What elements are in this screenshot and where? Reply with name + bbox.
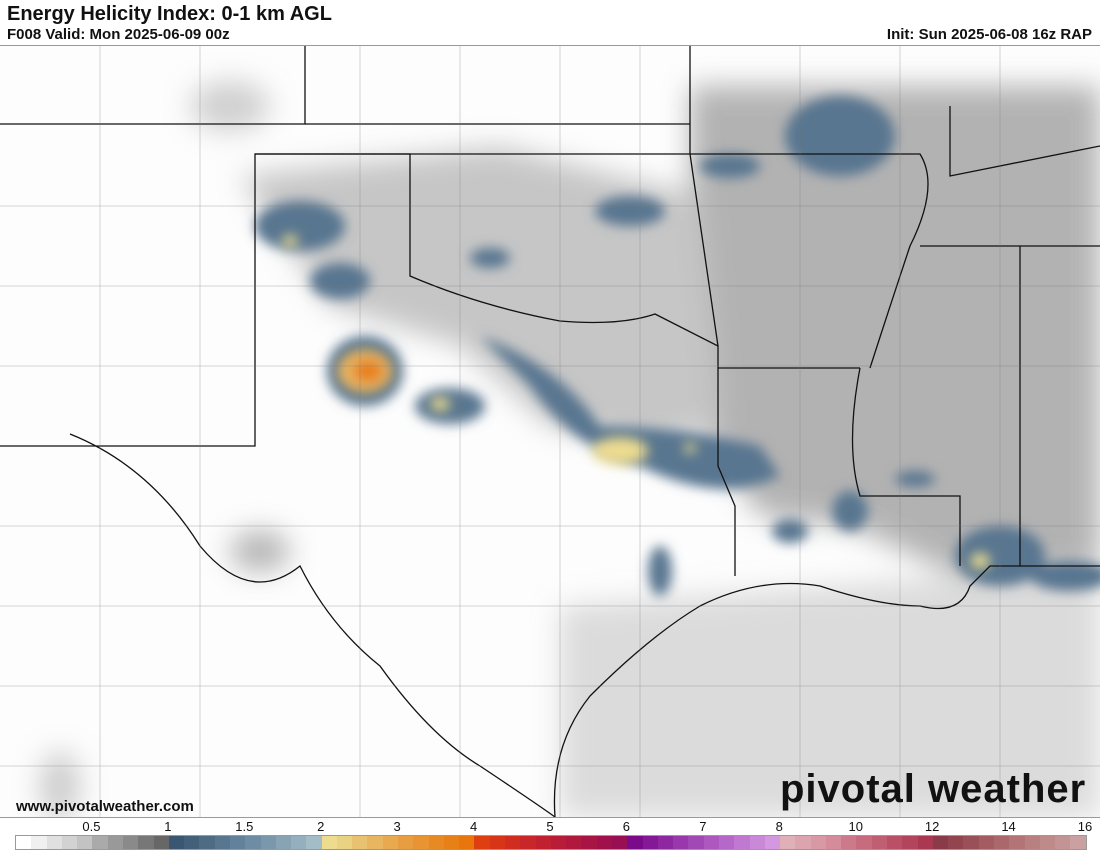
colorbar-cell <box>978 836 994 849</box>
colorbar-cell <box>122 836 139 849</box>
colorbar-cell <box>627 836 643 849</box>
colorbar-cell <box>428 836 444 849</box>
colorbar-cell <box>245 836 261 849</box>
colorbar-tick: 14 <box>1001 819 1016 834</box>
colorbar-cell <box>611 836 628 849</box>
colorbar-tick: 4 <box>469 819 478 834</box>
colorbar-cell <box>443 836 460 849</box>
colorbar-cell <box>642 836 658 849</box>
colorbar-cell <box>566 836 582 849</box>
init-time: Init: Sun 2025-06-08 16z RAP <box>886 26 1092 43</box>
colorbar-cell <box>734 836 750 849</box>
colorbar-cell <box>61 836 78 849</box>
colorbar-cell <box>1009 836 1025 849</box>
colorbar-cell <box>841 836 857 849</box>
colorbar-cell <box>749 836 765 849</box>
colorbar-cell <box>260 836 276 849</box>
colorbar-cell <box>31 836 47 849</box>
colorbar-cell <box>138 836 154 849</box>
colorbar-cell <box>336 836 353 849</box>
colorbar-cell <box>107 836 123 849</box>
brand-logo: pivotal weather <box>780 767 1087 811</box>
colorbar-tick: 8 <box>775 819 783 834</box>
colorbar-cell <box>92 836 108 849</box>
colorbar-cell <box>398 836 414 849</box>
colorbar-cell <box>1024 836 1040 849</box>
colorbar-cell <box>46 836 62 849</box>
county-lines <box>0 46 1100 817</box>
website-url: www.pivotalweather.com <box>16 798 194 815</box>
colorbar-tick: 1.5 <box>235 819 254 834</box>
colorbar-tick: 3 <box>393 819 401 834</box>
colorbar-cell <box>291 836 307 849</box>
colorbar-cell <box>764 836 781 849</box>
colorbar-cell <box>795 836 811 849</box>
colorbar-cell <box>214 836 230 849</box>
colorbar-cell <box>1055 836 1071 849</box>
colorbar-cell <box>887 836 903 849</box>
colorbar-cell <box>581 836 597 849</box>
colorbar-tick: 12 <box>924 819 940 834</box>
colorbar-tick: 6 <box>622 819 631 834</box>
colorbar-tick: 5 <box>546 819 554 834</box>
colorbar-cell <box>77 836 93 849</box>
colorbar-cell <box>16 836 32 849</box>
colorbar-cell <box>810 836 826 849</box>
colorbar-cell <box>275 836 292 849</box>
colorbar-tick: 16 <box>1077 819 1093 834</box>
colorbar-cell <box>703 836 719 849</box>
colorbar-cell <box>902 836 918 849</box>
colorbar-cell <box>917 836 933 849</box>
colorbar-cell <box>199 836 215 849</box>
valid-time: F008 Valid: Mon 2025-06-09 00z <box>7 26 230 43</box>
colorbar-tick: 7 <box>699 819 707 834</box>
colorbar-cell <box>459 836 475 849</box>
colorbar-cell <box>367 836 383 849</box>
colorbar-cell <box>321 836 337 849</box>
colorbar-tick: 2 <box>317 819 325 834</box>
colorbar-cell <box>994 836 1010 849</box>
colorbar-cell <box>871 836 888 849</box>
colorbar-cell <box>413 836 429 849</box>
colorbar-cell <box>825 836 842 849</box>
colorbar-cell <box>932 836 949 849</box>
weather-map[interactable] <box>0 45 1100 818</box>
colorbar-cell <box>352 836 368 849</box>
colorbar-cell <box>229 836 246 849</box>
colorbar-tick: 0.5 <box>82 819 101 834</box>
colorbar <box>15 835 1087 850</box>
colorbar-cell <box>1039 836 1056 849</box>
colorbar-cell <box>153 836 169 849</box>
colorbar-cell <box>856 836 872 849</box>
colorbar-cell <box>474 836 490 849</box>
colorbar-cell <box>948 836 964 849</box>
colorbar-cell <box>489 836 505 849</box>
colorbar-cell <box>382 836 399 849</box>
colorbar-cell <box>550 836 567 849</box>
colorbar-cell <box>688 836 704 849</box>
colorbar-cell <box>535 836 551 849</box>
colorbar-tick: 10 <box>848 819 863 834</box>
map-title: Energy Helicity Index: 0-1 km AGL <box>7 3 332 25</box>
blue-areas <box>255 96 1100 596</box>
colorbar-cell <box>718 836 735 849</box>
colorbar-cell <box>657 836 674 849</box>
colorbar-cell <box>963 836 979 849</box>
colorbar-cell <box>673 836 689 849</box>
colorbar-cell <box>1070 836 1086 849</box>
colorbar-cell <box>306 836 322 849</box>
yellow-areas <box>282 235 990 569</box>
colorbar-cell <box>520 836 536 849</box>
colorbar-cell <box>168 836 185 849</box>
colorbar-cell <box>780 836 796 849</box>
colorbar-tick: 1 <box>164 819 172 834</box>
colorbar-cell <box>505 836 521 849</box>
colorbar-cell <box>596 836 612 849</box>
colorbar-cell <box>184 836 200 849</box>
